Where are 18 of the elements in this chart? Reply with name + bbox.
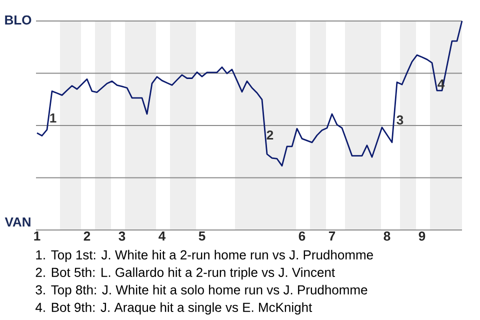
annotation: 1 (50, 114, 56, 122)
x-tick-label: 9 (418, 232, 426, 241)
x-tick-label: 8 (384, 232, 390, 241)
x-tick-label: 5 (198, 232, 206, 241)
text: 4. Bot 9th: J. Araque hit a single vs E. McKnight (36, 302, 312, 315)
x-tick-label: 7 (328, 232, 336, 240)
x-tick-label: 4 (158, 232, 166, 240)
text: BLO (5, 15, 32, 25)
text: 3. Top 8th: J. White hit a solo home run vs J. Prudhomme (36, 284, 368, 298)
x-tick-label: 3 (118, 232, 126, 241)
text: 1. Top 1st: J. White hit a 2-run home run vs J. Prudhomme (36, 250, 373, 262)
annotation: 3 (396, 115, 404, 125)
x-tick-label: 2 (84, 232, 90, 241)
annotation: 2 (266, 130, 274, 140)
text: VAN (4, 218, 30, 226)
text: 2. Bot 5th: L. Gallardo hit a 2-run triple vs J. Vincent (36, 267, 335, 280)
x-tick-label: 1 (34, 232, 40, 240)
x-tick-label: 6 (298, 232, 306, 241)
